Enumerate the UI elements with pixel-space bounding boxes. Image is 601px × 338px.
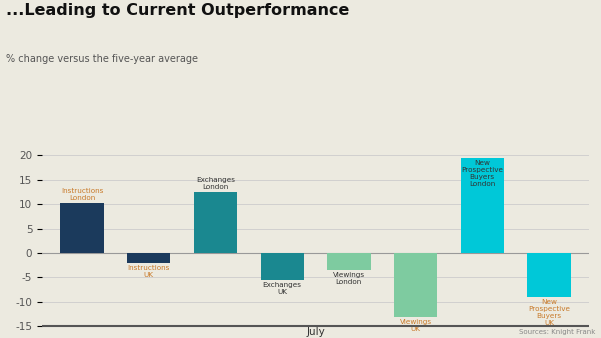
Text: Sources: Knight Frank: Sources: Knight Frank [519,329,595,335]
Text: Instructions
UK: Instructions UK [127,265,170,278]
Bar [194,192,237,253]
Text: Exchanges
London: Exchanges London [196,177,235,190]
Text: ...Leading to Current Outperformance: ...Leading to Current Outperformance [6,3,349,18]
Bar [260,253,304,280]
Bar [61,202,104,253]
Bar [127,253,171,263]
Bar [460,158,504,253]
Text: New
Prospective
Buyers
UK: New Prospective Buyers UK [528,299,570,326]
Text: New
Prospective
Buyers
London: New Prospective Buyers London [461,160,503,187]
Bar [394,253,438,317]
Bar [527,253,570,297]
Bar [327,253,371,270]
Text: Viewings
London: Viewings London [333,272,365,285]
Text: % change versus the five-year average: % change versus the five-year average [6,54,198,64]
Text: Exchanges
UK: Exchanges UK [263,282,302,295]
Text: Viewings
UK: Viewings UK [400,318,432,332]
Text: July
2023: July 2023 [302,327,329,338]
Text: Instructions
London: Instructions London [61,188,103,201]
